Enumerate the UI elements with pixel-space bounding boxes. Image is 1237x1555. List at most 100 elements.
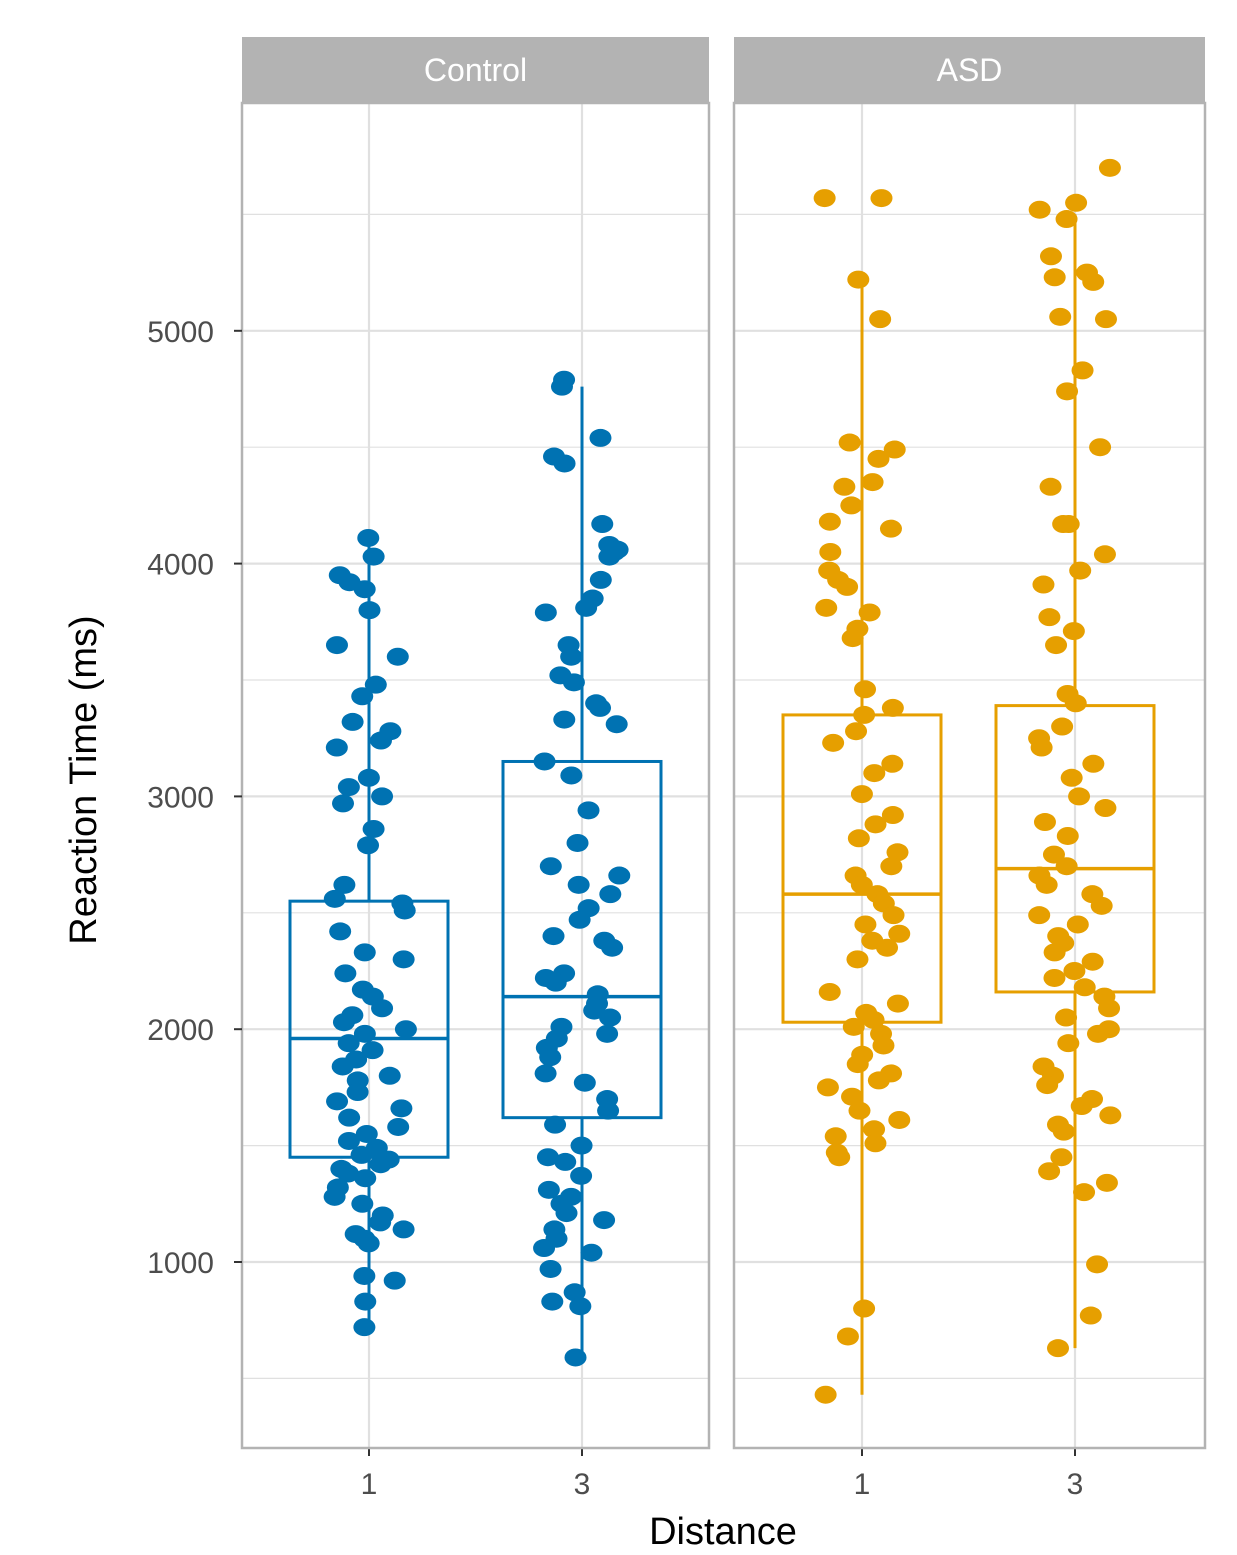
data-point — [357, 836, 380, 855]
data-point — [1082, 272, 1105, 291]
facet-label: ASD — [937, 52, 1003, 88]
data-point — [580, 1243, 603, 1262]
data-point — [541, 1292, 564, 1311]
data-point — [863, 764, 886, 783]
data-point — [1057, 1034, 1080, 1053]
data-point — [882, 906, 905, 925]
data-point — [599, 1008, 622, 1027]
data-point — [1056, 826, 1079, 845]
data-point — [854, 680, 877, 699]
data-point — [880, 857, 903, 876]
data-point — [1063, 962, 1086, 980]
data-point — [570, 1136, 593, 1155]
data-point — [534, 1064, 557, 1083]
data-point — [838, 433, 861, 452]
data-point — [841, 1087, 864, 1106]
data-point — [369, 1155, 392, 1174]
data-point — [369, 731, 392, 750]
data-point — [332, 794, 355, 813]
data-point — [850, 785, 873, 804]
data-point — [869, 310, 892, 329]
data-point — [1049, 307, 1072, 326]
data-point — [341, 712, 364, 731]
data-point — [1070, 1097, 1093, 1116]
data-point — [1033, 813, 1056, 832]
data-point — [1098, 999, 1121, 1018]
data-point — [1043, 968, 1066, 987]
x-axis-title: Distance — [649, 1511, 797, 1553]
data-point — [605, 715, 628, 734]
data-point — [881, 754, 904, 773]
data-point — [1043, 268, 1066, 287]
data-point — [371, 787, 394, 806]
data-point — [361, 1041, 384, 1060]
data-point — [881, 806, 904, 825]
data-point — [886, 994, 909, 1013]
x-tick-label: 3 — [574, 1468, 591, 1501]
data-point — [562, 673, 585, 692]
data-point — [539, 857, 562, 876]
data-point — [881, 698, 904, 717]
data-point — [599, 885, 622, 904]
data-point — [323, 1187, 346, 1206]
data-point — [354, 1292, 377, 1311]
data-point — [847, 270, 870, 289]
data-point — [864, 815, 887, 834]
data-point — [846, 950, 869, 969]
data-point — [337, 1164, 360, 1183]
data-point — [863, 1120, 886, 1139]
data-point — [1071, 361, 1094, 380]
data-point — [357, 528, 380, 547]
y-tick-label: 1000 — [147, 1247, 214, 1280]
data-point — [353, 943, 376, 962]
data-point — [371, 999, 394, 1018]
data-point — [539, 1048, 562, 1067]
data-point — [853, 1299, 876, 1318]
data-point — [569, 1297, 592, 1316]
data-point — [334, 964, 357, 983]
data-point — [862, 1010, 885, 1029]
data-point — [387, 1117, 410, 1136]
facet-strip-control — [242, 37, 709, 103]
data-point — [1099, 1106, 1122, 1125]
data-point — [591, 515, 614, 534]
data-point — [841, 629, 864, 648]
data-point — [861, 473, 884, 492]
data-point — [883, 440, 906, 459]
data-point — [544, 973, 567, 992]
data-point — [1073, 1183, 1096, 1202]
data-point — [332, 1013, 355, 1032]
data-point — [1039, 477, 1062, 496]
data-point — [573, 1073, 596, 1092]
data-point — [1062, 622, 1085, 641]
data-point — [1028, 200, 1051, 219]
panel-border — [240, 101, 711, 1450]
data-point — [847, 829, 870, 848]
data-point — [534, 603, 557, 622]
y-tick-label: 5000 — [147, 316, 214, 349]
data-point — [358, 601, 381, 620]
data-point — [846, 1055, 869, 1074]
data-point — [353, 1318, 376, 1337]
data-point — [570, 1166, 593, 1185]
x-tick-label: 1 — [361, 1468, 378, 1501]
data-point — [853, 705, 876, 724]
data-point — [1086, 1024, 1109, 1043]
data-point — [1047, 1339, 1070, 1358]
data-point — [566, 833, 589, 852]
y-tick-label: 3000 — [147, 781, 214, 814]
data-point — [542, 927, 565, 946]
data-point — [1045, 636, 1068, 655]
data-point — [353, 580, 376, 599]
data-point — [536, 1148, 559, 1167]
data-point — [362, 547, 385, 566]
data-point — [353, 1266, 376, 1285]
data-point — [364, 675, 387, 694]
data-point — [550, 377, 573, 396]
data-point — [386, 647, 409, 666]
data-point — [390, 1099, 413, 1118]
data-point — [1055, 210, 1078, 229]
data-point — [819, 542, 842, 561]
y-axis-title: Reaction Time (ms) — [63, 615, 105, 944]
